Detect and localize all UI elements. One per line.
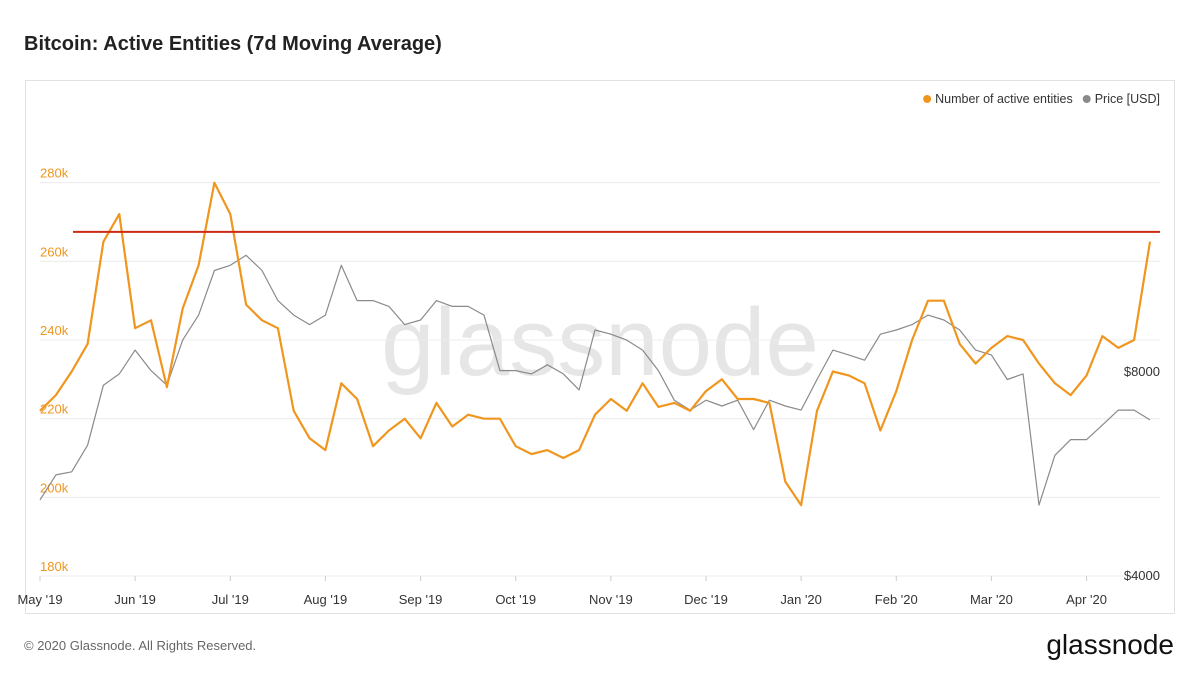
- x-tick-label: Sep '19: [399, 592, 443, 607]
- x-tick-label: Aug '19: [304, 592, 348, 607]
- legend-marker: [923, 95, 932, 103]
- chart-frame: [25, 80, 1175, 614]
- y-tick-label: 200k: [40, 480, 69, 495]
- legend-marker: [1082, 95, 1091, 103]
- y-tick-label: 240k: [40, 323, 69, 338]
- watermark: glassnode: [381, 289, 819, 396]
- series-line: [39, 254, 1151, 506]
- logo: glassnode: [1046, 629, 1174, 660]
- x-tick-label: Feb '20: [875, 592, 918, 607]
- y-tick-label: 220k: [40, 402, 69, 417]
- y2-tick-label: $4000: [1124, 568, 1160, 583]
- x-tick-label: Dec '19: [684, 592, 728, 607]
- legend-label: Number of active entities: [935, 92, 1073, 106]
- x-tick-label: Nov '19: [589, 592, 633, 607]
- x-tick-label: Mar '20: [970, 592, 1013, 607]
- series-line: [39, 181, 1152, 507]
- y-tick-label: 280k: [40, 166, 69, 181]
- chart-title: Bitcoin: Active Entities (7d Moving Aver…: [24, 33, 442, 55]
- y-tick-label: 180k: [40, 559, 69, 574]
- y2-tick-label: $8000: [1124, 364, 1160, 379]
- x-tick-label: Jan '20: [780, 592, 822, 607]
- copyright: © 2020 Glassnode. All Rights Reserved.: [24, 638, 256, 653]
- x-tick-label: Jul '19: [212, 592, 249, 607]
- x-tick-label: May '19: [17, 592, 62, 607]
- x-tick-label: Jun '19: [114, 592, 156, 607]
- y-tick-label: 260k: [40, 244, 69, 259]
- x-tick-label: Oct '19: [495, 592, 536, 607]
- legend-label: Price [USD]: [1095, 92, 1160, 106]
- x-tick-label: Apr '20: [1066, 592, 1107, 607]
